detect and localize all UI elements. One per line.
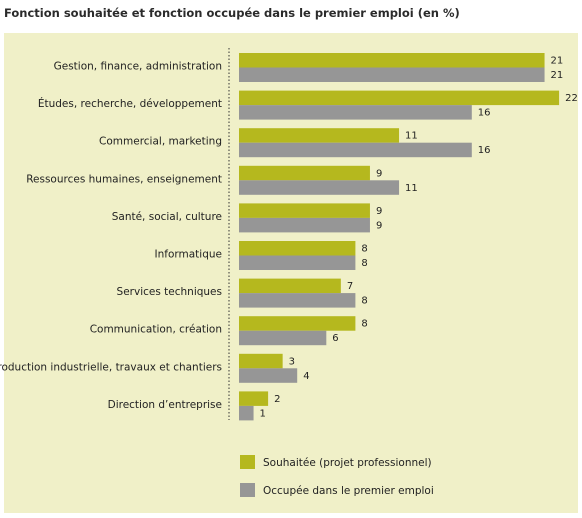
bar-souhaitee <box>239 128 400 143</box>
bar-souhaitee <box>239 278 341 294</box>
chart-title: Fonction souhaitée et fonction occupée d… <box>4 6 460 20</box>
category-label: Communication, création <box>90 324 222 336</box>
bar-souhaitee <box>239 203 370 218</box>
legend-label: Souhaitée (projet professionnel) <box>263 457 432 469</box>
category-label: Études, recherche, développement <box>38 97 222 110</box>
bar-occupee <box>239 293 356 308</box>
value-label: 16 <box>478 145 491 156</box>
bar-occupee <box>239 405 254 421</box>
value-label: 11 <box>405 183 418 194</box>
value-label: 9 <box>376 220 382 231</box>
value-label: 1 <box>260 408 266 419</box>
category-label: Gestion, finance, administration <box>54 61 222 73</box>
bar-occupee <box>239 330 327 346</box>
bar-souhaitee <box>239 90 560 106</box>
bar-occupee <box>239 142 472 158</box>
category-label: Direction d’entreprise <box>108 399 222 411</box>
category-label: Services techniques <box>117 286 222 298</box>
value-label: 8 <box>361 244 367 255</box>
bar-occupee <box>239 67 545 82</box>
legend-swatch <box>240 455 255 469</box>
bar-souhaitee <box>239 165 370 181</box>
bar-occupee <box>239 217 370 233</box>
value-label: 7 <box>347 281 353 292</box>
bar-occupee <box>239 105 472 120</box>
value-label: 11 <box>405 131 418 142</box>
value-label: 16 <box>478 108 491 119</box>
value-label: 21 <box>551 56 564 67</box>
bar-souhaitee <box>239 353 283 369</box>
value-label: 8 <box>361 258 367 269</box>
value-label: 6 <box>332 333 338 344</box>
value-label: 4 <box>303 371 309 382</box>
value-label: 22 <box>565 93 578 104</box>
bar-occupee <box>239 180 400 195</box>
value-label: 3 <box>289 356 295 367</box>
category-label: Ressources humaines, enseignement <box>26 173 222 185</box>
category-label: Santé, social, culture <box>112 211 222 223</box>
value-label: 8 <box>361 319 367 330</box>
legend-label: Occupée dans le premier emploi <box>263 485 434 497</box>
value-label: 2 <box>274 394 280 405</box>
legend-swatch <box>240 483 255 497</box>
bar-souhaitee <box>239 241 356 256</box>
value-label: 9 <box>376 206 382 217</box>
bar-occupee <box>239 255 356 270</box>
bar-souhaitee <box>239 316 356 331</box>
category-label: Informatique <box>155 249 222 261</box>
value-label: 21 <box>551 70 564 81</box>
category-label: Commercial, marketing <box>99 136 222 148</box>
bar-occupee <box>239 368 298 383</box>
value-label: 9 <box>376 168 382 179</box>
bar-souhaitee <box>239 391 269 406</box>
value-label: 8 <box>361 296 367 307</box>
category-label: Production industrielle, travaux et chan… <box>0 361 222 373</box>
bar-souhaitee <box>239 53 545 68</box>
